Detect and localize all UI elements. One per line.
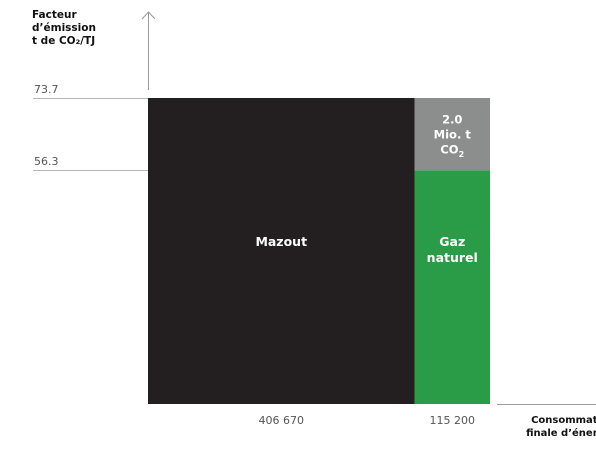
y-axis-title-line-3: t de CO₂/TJ — [32, 35, 96, 47]
y-axis-title: Facteur d’émission t de CO₂/TJ — [32, 9, 162, 48]
bar-co2-difference — [414, 98, 490, 171]
y-tick-56-3: 56.3 — [34, 154, 59, 168]
annotation-co2-difference: 2.0 Mio. t CO2 — [433, 112, 471, 159]
bar-label-gaz-naturel: Gaz naturel — [427, 234, 478, 266]
y-axis-title-line-2: d’émission — [32, 22, 96, 34]
x-tick-gaz: 115 200 — [429, 414, 476, 427]
annotation-line-2: Mio. t — [433, 127, 471, 142]
y-axis-arrowhead — [141, 11, 156, 20]
bar-label-gaz-line-1: Gaz — [439, 234, 466, 249]
bar-gaz-naturel — [414, 170, 490, 404]
y-tick-73-7: 73.7 — [34, 82, 59, 96]
annotation-line-3: CO2 — [434, 142, 471, 159]
bar-label-gaz-line-2: naturel — [426, 250, 478, 265]
annotation-co-text: CO — [440, 142, 459, 157]
annotation-line-1: 2.0 — [442, 112, 463, 127]
x-axis-title-line-1: Consommation — [531, 415, 596, 426]
bar-label-mazout: Mazout — [255, 233, 308, 249]
bar-mazout — [148, 98, 415, 404]
x-axis-title: Consommation finale d’énergie TJ — [497, 414, 596, 453]
y-axis-title-line-1: Facteur — [32, 9, 77, 21]
x-axis-title-line-3: TJ — [497, 440, 596, 453]
annotation-subscript: 2 — [458, 149, 465, 159]
x-axis-title-line-2: finale d’énergie — [526, 428, 596, 439]
x-tick-mazout: 406 670 — [258, 414, 305, 427]
